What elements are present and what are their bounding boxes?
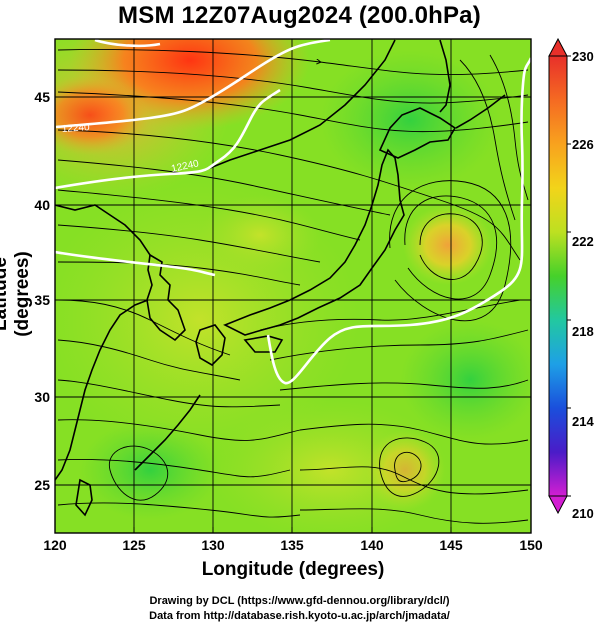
map-title: MSM 12Z07Aug2024 (200.0hPa) xyxy=(118,2,481,29)
height-contours xyxy=(55,39,531,385)
credit-data-source: Data from http://database.rish.kyoto-u.a… xyxy=(149,610,450,622)
axis-ticks xyxy=(54,96,532,533)
kuril-coastline xyxy=(455,94,506,129)
credit-drawing: Drawing by DCL (https://www.gfd-dennou.o… xyxy=(149,595,450,607)
honshu-coastline xyxy=(223,148,405,336)
plot-frame xyxy=(54,38,532,534)
colorbar-bottom-triangle xyxy=(548,495,568,515)
coastlines xyxy=(55,39,506,517)
ryukyu-islands xyxy=(134,394,201,471)
taiwan-coastline xyxy=(75,478,93,517)
primorye-coastline xyxy=(204,39,396,171)
x-axis-label: Longitude (degrees) xyxy=(201,559,385,580)
y-tick-labels: 45 40 35 30 25 xyxy=(34,89,50,493)
colorbar: 230 226 222 218 214 210 xyxy=(548,37,594,521)
sakhalin-coastline xyxy=(439,39,451,113)
colorbar-tick-label: 230 xyxy=(572,49,594,64)
colorbar-tick-label: 214 xyxy=(572,414,594,429)
colorbar-tick-label: 218 xyxy=(572,324,594,339)
contour-label: 12240 xyxy=(61,122,90,135)
x-tick-label: 150 xyxy=(519,537,543,553)
colorbar-top-triangle xyxy=(548,37,568,57)
colorbar-tick-label: 210 xyxy=(572,506,594,521)
colorbar-scale xyxy=(548,55,568,497)
x-tick-label: 135 xyxy=(280,537,304,553)
y-tick-label: 35 xyxy=(34,292,50,308)
x-tick-label: 140 xyxy=(360,537,384,553)
colorbar-tick-label: 226 xyxy=(572,137,594,152)
y-tick-label: 30 xyxy=(34,389,50,405)
streamlines xyxy=(57,49,529,524)
x-tick-label: 145 xyxy=(439,537,463,553)
y-axis-label: Latitude (degrees) xyxy=(0,251,33,337)
colorbar-tick-label: 222 xyxy=(572,234,594,249)
y-tick-label: 25 xyxy=(34,477,50,493)
y-tick-label: 40 xyxy=(34,197,50,213)
y-tick-label: 45 xyxy=(34,89,50,105)
grid-lines xyxy=(55,39,531,533)
shikoku-coastline xyxy=(243,335,284,353)
china-coastline xyxy=(55,204,151,481)
x-tick-label: 120 xyxy=(43,537,67,553)
x-tick-labels: 120 125 130 135 140 145 150 xyxy=(43,537,543,553)
kyushu-coastline xyxy=(195,324,226,367)
hokkaido-coastline xyxy=(378,107,457,159)
x-tick-label: 125 xyxy=(122,537,146,553)
temperature-field xyxy=(55,39,531,533)
x-tick-label: 130 xyxy=(201,537,225,553)
